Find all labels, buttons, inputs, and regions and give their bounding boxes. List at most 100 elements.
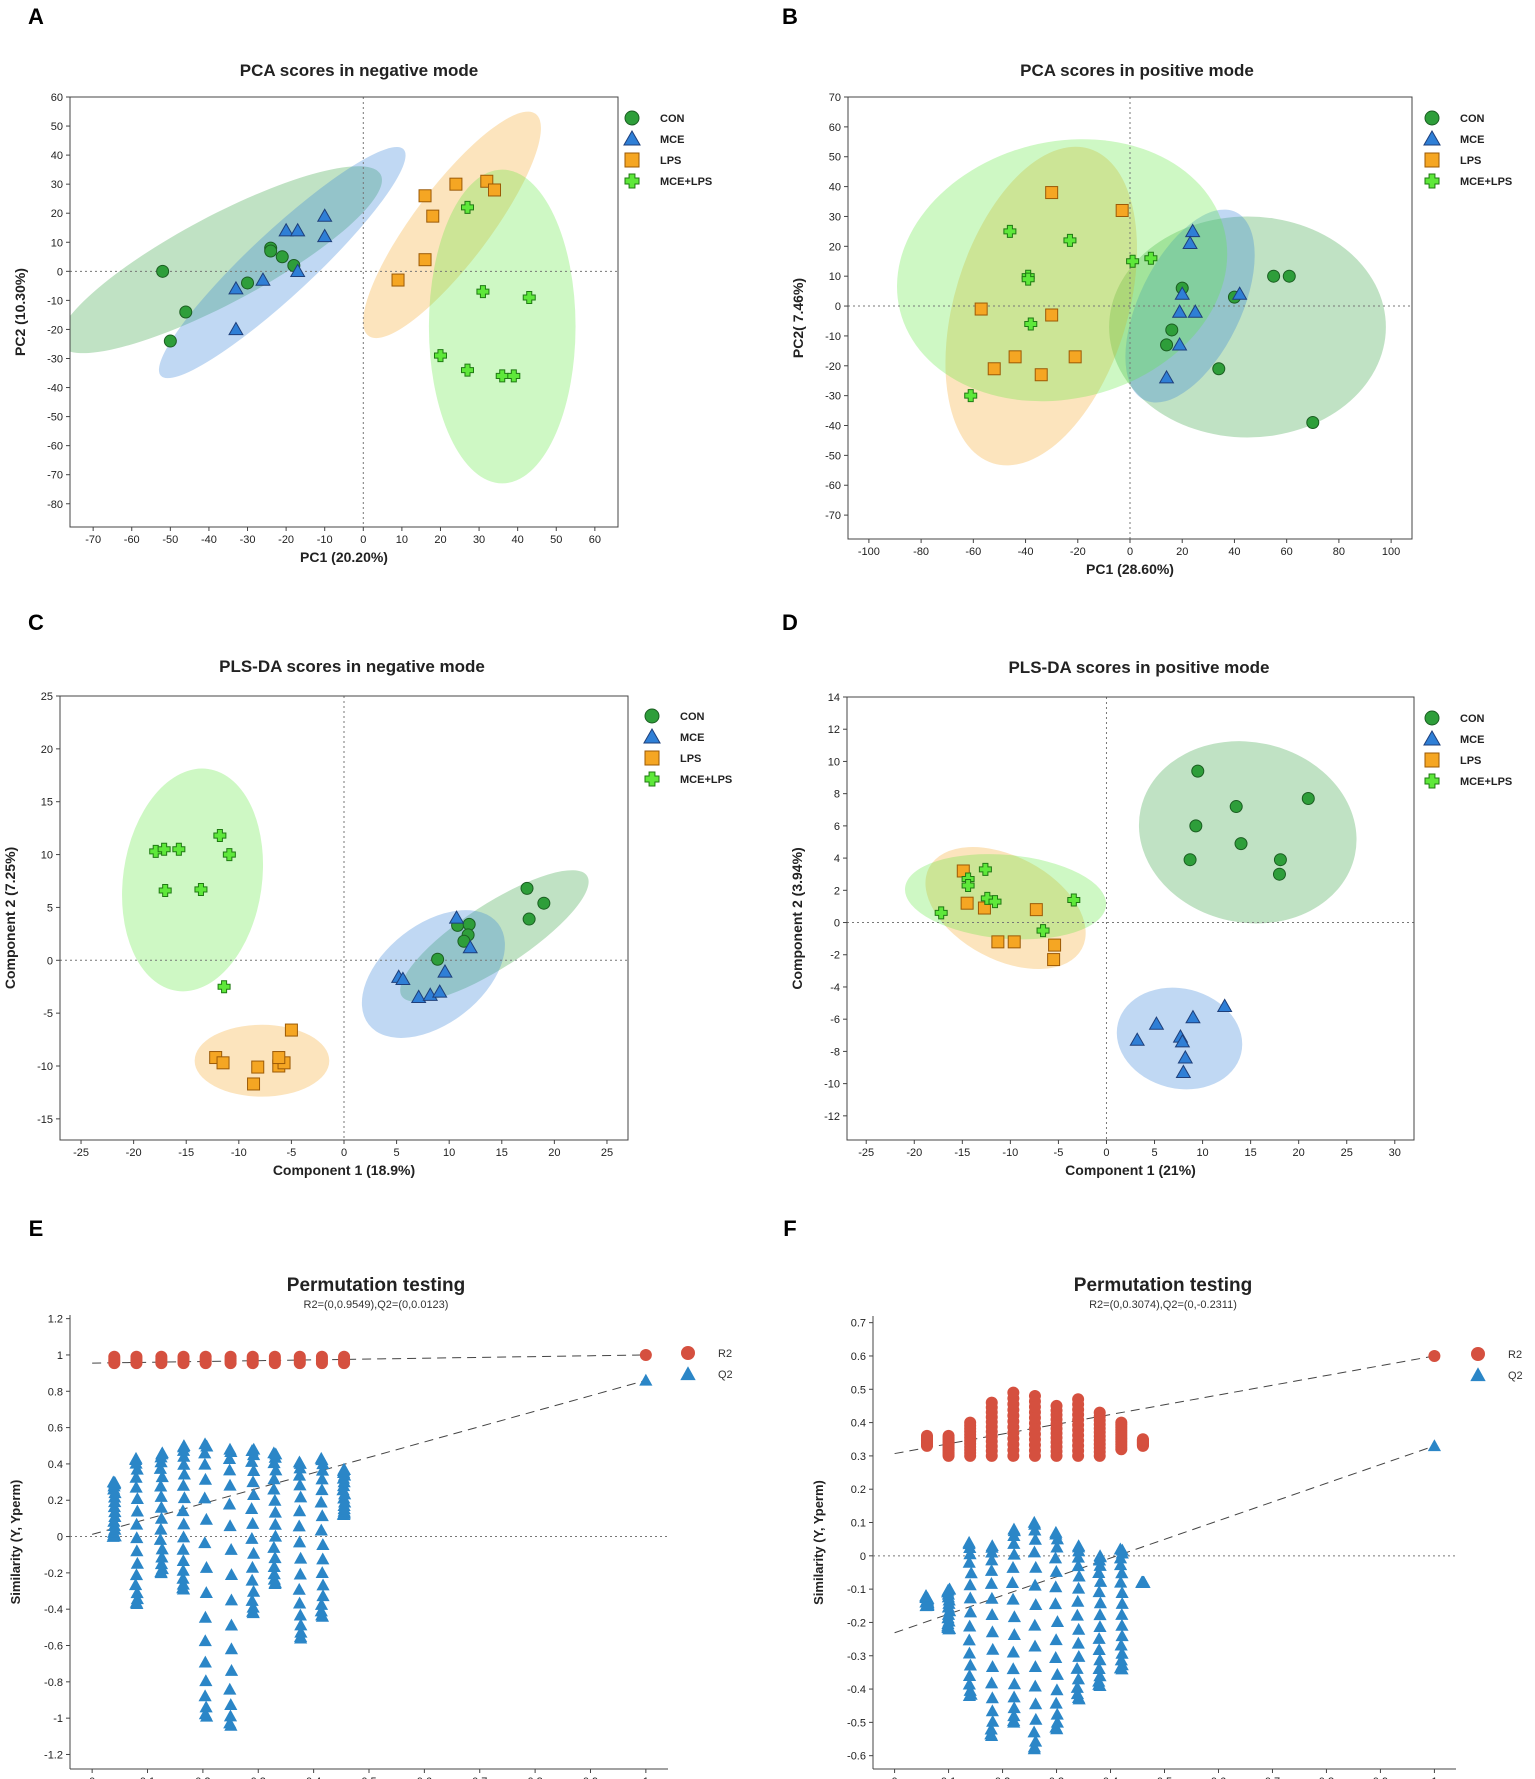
data-point xyxy=(962,1555,976,1568)
y-tick-label: 10 xyxy=(828,756,840,768)
confidence-ellipses xyxy=(122,768,589,1097)
data-point xyxy=(1273,853,1287,867)
data-point xyxy=(1113,1558,1128,1571)
data-point xyxy=(1092,1566,1106,1579)
data-point xyxy=(1115,1596,1129,1609)
q2-trend-line xyxy=(92,1379,646,1535)
data-point xyxy=(1049,1580,1063,1593)
data-point xyxy=(198,1655,212,1668)
x-tick-label: 0.9 xyxy=(583,1776,598,1779)
x-tick-label: 0.4 xyxy=(306,1776,321,1779)
data-point xyxy=(129,1568,144,1581)
x-tick-label: -10 xyxy=(1002,1147,1018,1159)
y-tick-label: -10 xyxy=(47,295,63,307)
legend-label: MCE xyxy=(680,732,704,744)
data-point xyxy=(963,1619,977,1632)
data-point xyxy=(986,1714,1000,1727)
y-tick-label: -70 xyxy=(47,470,63,482)
data-point xyxy=(1050,1683,1064,1696)
y-tick-label: 0.4 xyxy=(48,1459,63,1471)
data-point xyxy=(155,1350,168,1363)
data-point xyxy=(1093,1549,1107,1562)
x-tick-label: 0 xyxy=(89,1776,95,1779)
data-point xyxy=(1427,1439,1442,1452)
data-point xyxy=(217,980,231,994)
x-tick-label: -10 xyxy=(317,534,333,546)
legend-label: LPS xyxy=(660,155,681,167)
data-point xyxy=(129,1470,143,1483)
ellipse-con xyxy=(1109,216,1386,438)
data-point xyxy=(153,1533,167,1545)
data-point xyxy=(1093,1406,1106,1419)
data-point xyxy=(177,1350,190,1363)
data-point xyxy=(1070,1687,1085,1700)
data-point xyxy=(268,1517,282,1530)
data-point xyxy=(1006,1645,1020,1658)
data-point xyxy=(1006,1662,1020,1675)
data-point xyxy=(268,1350,281,1363)
y-tick-label: 0.7 xyxy=(851,1318,866,1330)
data-point xyxy=(176,1542,190,1555)
data-point xyxy=(246,1584,261,1597)
data-point xyxy=(106,1475,120,1488)
x-tick-label: 0.5 xyxy=(1157,1776,1172,1779)
confidence-ellipses xyxy=(70,111,576,484)
r2-trend-line xyxy=(92,1354,646,1364)
data-point xyxy=(269,1463,283,1476)
x-tick-label: 0.6 xyxy=(1211,1776,1226,1779)
legend-label: MCE xyxy=(660,134,684,146)
data-point xyxy=(130,1531,144,1544)
data-point xyxy=(314,1495,328,1508)
series-con xyxy=(1183,764,1315,881)
data-point xyxy=(255,272,271,286)
data-point xyxy=(1114,1653,1128,1666)
legend-label: LPS xyxy=(1460,155,1481,167)
data-point xyxy=(1024,317,1038,331)
data-point xyxy=(1036,924,1050,938)
data-point xyxy=(278,222,294,237)
x-tick-label: -15 xyxy=(954,1147,970,1159)
data-point xyxy=(245,1455,259,1467)
data-point xyxy=(507,369,521,383)
y-tick-label: -15 xyxy=(37,1114,53,1126)
y-tick-label: -80 xyxy=(47,499,63,511)
series-mce xyxy=(228,208,333,336)
data-point xyxy=(1301,791,1315,805)
data-point xyxy=(1182,235,1198,250)
data-point xyxy=(294,1625,308,1638)
data-point xyxy=(1005,1576,1020,1588)
data-point xyxy=(1028,1618,1042,1631)
data-point xyxy=(268,1493,282,1506)
legend-marker xyxy=(643,727,661,744)
legend-marker xyxy=(1470,1367,1486,1382)
y-tick-label: 10 xyxy=(41,850,53,862)
data-point xyxy=(1007,1386,1020,1399)
legend: R2 Q2 xyxy=(1470,1347,1523,1382)
data-point xyxy=(267,1482,281,1495)
data-point xyxy=(1093,1596,1107,1609)
ellipse-lps xyxy=(945,146,1137,466)
data-point xyxy=(158,884,172,898)
data-point xyxy=(292,1468,307,1481)
legend-label: CON xyxy=(1460,113,1485,125)
data-point xyxy=(1171,304,1188,318)
data-point xyxy=(199,1586,213,1598)
data-point xyxy=(108,1350,121,1363)
y-tick-label: -50 xyxy=(47,412,63,424)
x-tick-label: 0.2 xyxy=(995,1776,1010,1779)
ellipse-con xyxy=(1138,741,1357,924)
data-point xyxy=(172,842,186,856)
y-tick-label: 0.6 xyxy=(48,1423,63,1435)
y-tick-label: -6 xyxy=(830,1014,840,1026)
ellipse-con xyxy=(70,166,382,354)
y-tick-label: 0.5 xyxy=(851,1384,866,1396)
y-tick-label: -0.6 xyxy=(44,1641,63,1653)
data-point xyxy=(245,1532,259,1544)
series-mce xyxy=(1158,223,1248,384)
legend: CON MCE LPS MCE+LPS xyxy=(643,708,732,787)
x-tick-label: -20 xyxy=(1070,546,1086,558)
x-tick-label: 5 xyxy=(394,1147,400,1159)
data-point xyxy=(1050,1667,1064,1680)
y-tick-label: 0 xyxy=(860,1551,866,1563)
